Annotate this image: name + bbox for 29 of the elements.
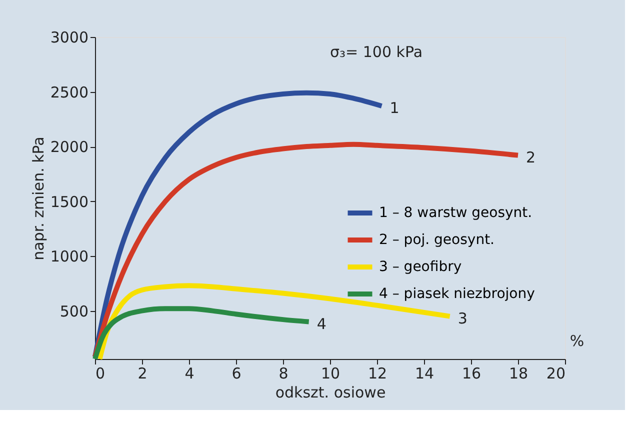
legend-label: 4 – piasek niezbrojony bbox=[379, 286, 535, 302]
y-tick-label: 2000 bbox=[50, 138, 88, 156]
x-tick-label: 8 bbox=[278, 364, 288, 382]
legend-label: 3 – geofibry bbox=[379, 259, 462, 275]
x-tick-label: 4 bbox=[184, 364, 194, 382]
legend-label: 2 – poj. geosynt. bbox=[379, 232, 495, 248]
text: % bbox=[570, 332, 584, 350]
y-tick-label: 2500 bbox=[50, 83, 88, 102]
y-tick-label: 1500 bbox=[50, 192, 88, 211]
x-tick-label: 0 bbox=[96, 364, 106, 382]
annotation: 3 bbox=[458, 309, 468, 328]
legend-label: 1 – 8 warstw geosynt. bbox=[379, 205, 532, 221]
annotation: 1 bbox=[390, 99, 400, 117]
y-tick-label: 500 bbox=[60, 302, 88, 320]
annotation: σ₃= 100 kPa bbox=[330, 43, 423, 61]
x-tick-label: 2 bbox=[138, 364, 148, 382]
x-tick-label: 10 bbox=[320, 364, 340, 382]
x-tick-label: 12 bbox=[368, 364, 388, 382]
x-tick-label: 6 bbox=[232, 364, 242, 382]
x-axis-title: odkszt. osiowe bbox=[275, 384, 386, 402]
x-tick-label: 20 bbox=[546, 364, 566, 382]
annotation: 4 bbox=[316, 314, 326, 333]
y-axis-title: napr. zmien. kPa bbox=[29, 136, 48, 260]
x-tick-label: 14 bbox=[414, 364, 434, 382]
y-tick-label: 1000 bbox=[50, 248, 88, 266]
annotation: 2 bbox=[526, 148, 536, 166]
x-tick-label: 18 bbox=[508, 364, 528, 382]
y-tick-label: 3000 bbox=[50, 28, 88, 46]
x-tick-label: 16 bbox=[462, 364, 482, 382]
